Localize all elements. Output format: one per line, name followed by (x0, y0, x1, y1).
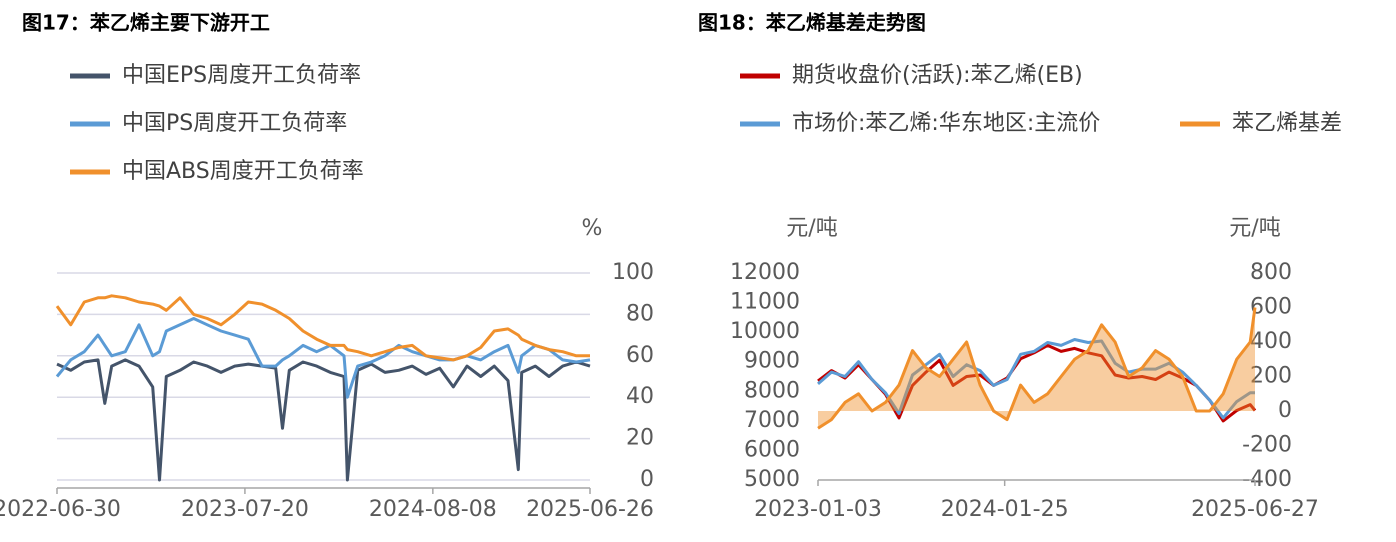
y2-tick-label: 200 (1250, 364, 1292, 389)
y-tick-label: 0 (640, 467, 654, 492)
y2-axis-label: 元/吨 (1229, 216, 1280, 241)
legend-label: 中国EPS周度开工负荷率 (122, 63, 361, 88)
chart-title: 图17：苯乙烯主要下游开工 (22, 11, 270, 35)
y-tick-label: 11000 (730, 290, 800, 315)
y-tick-label: 7000 (744, 408, 800, 433)
y-tick-label: 8000 (744, 378, 800, 403)
y-tick-label: 10000 (730, 319, 800, 344)
y-tick-label: 100 (612, 260, 654, 285)
y-tick-label: 6000 (744, 437, 800, 462)
line (55, 317, 591, 399)
y2-tick-label: -200 (1242, 433, 1292, 458)
y-axis-label: 元/吨 (786, 216, 837, 241)
legend-label: 期货收盘价(活跃):苯乙烯(EB) (792, 63, 1083, 88)
line (56, 358, 591, 482)
x-tick-label: 2025-06-26 (526, 497, 654, 522)
y-tick-label: 40 (626, 384, 654, 409)
line (817, 307, 1257, 430)
x-tick-label: 2023-07-20 (181, 497, 309, 522)
y-tick-label: 80 (626, 301, 654, 326)
y-tick-label: 9000 (744, 349, 800, 374)
chart-title: 图18：苯乙烯基差走势图 (698, 11, 926, 35)
legend-label: 中国PS周度开工负荷率 (122, 111, 347, 136)
x-tick-label: 2022-06-30 (0, 497, 121, 522)
y2-tick-label: 600 (1250, 295, 1292, 320)
area (818, 307, 1255, 429)
line (817, 343, 1257, 423)
line (55, 294, 590, 362)
legend-label: 苯乙烯基差 (1232, 111, 1342, 136)
legend-label: 中国ABS周度开工负荷率 (122, 159, 364, 184)
x-tick-label: 2024-01-25 (941, 497, 1069, 522)
x-tick-label: 2025-06-27 (1191, 497, 1319, 522)
x-tick-label: 2023-01-03 (754, 497, 882, 522)
y-tick-label: 60 (626, 343, 654, 368)
y-tick-label: 12000 (730, 260, 800, 285)
y2-tick-label: 400 (1250, 329, 1292, 354)
y-tick-label: 5000 (744, 467, 800, 492)
y-axis-label: % (582, 216, 603, 241)
line (817, 338, 1255, 420)
y2-tick-label: 800 (1250, 260, 1292, 285)
y2-tick-label: 0 (1278, 398, 1292, 423)
y-tick-label: 20 (626, 426, 654, 451)
x-tick-label: 2024-08-08 (369, 497, 497, 522)
legend-label: 市场价:苯乙烯:华东地区:主流价 (792, 111, 1100, 136)
